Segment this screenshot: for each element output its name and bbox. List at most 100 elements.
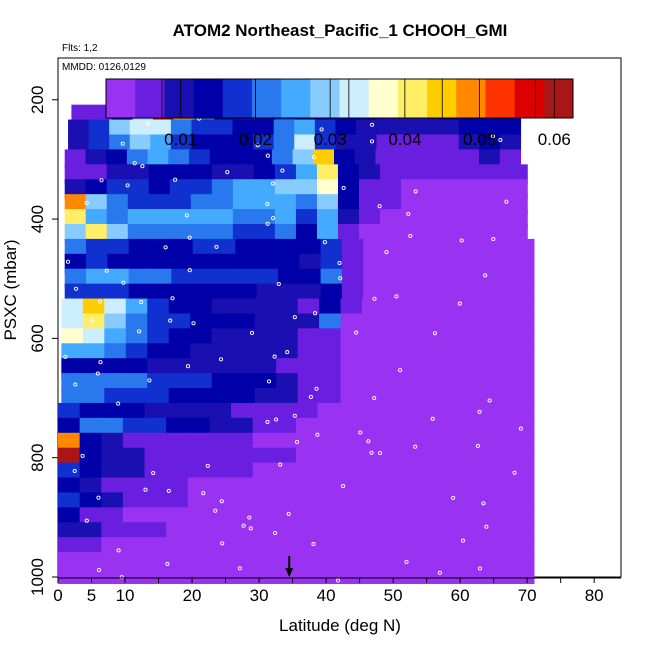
track-marker (72, 468, 77, 474)
y-axis: 200 400 600 800 1000 (28, 86, 58, 596)
curtain-cell (317, 564, 340, 585)
track-marker (184, 213, 189, 218)
colorbar: 0.01 0.02 0.03 0.04 0.05 0.06 (105, 78, 574, 149)
colorbar-swatch (281, 79, 311, 118)
colorbar-swatch (368, 79, 399, 118)
x-tick-label: 70 (518, 586, 537, 605)
track-marker (487, 398, 492, 403)
track-marker (504, 199, 509, 204)
track-marker (96, 495, 101, 500)
colorbar-swatch (222, 79, 253, 118)
track-marker (398, 368, 403, 373)
track-marker (491, 236, 496, 242)
curtain-cell (404, 564, 427, 585)
track-marker (265, 153, 270, 158)
track-marker (218, 357, 224, 362)
track-marker (377, 204, 382, 209)
track-marker (394, 294, 399, 299)
track-marker (65, 259, 71, 264)
colorbar-swatch (310, 79, 340, 118)
track-marker (145, 121, 150, 126)
track-marker (116, 401, 121, 406)
colorbar-swatch (339, 79, 370, 118)
x-tick-label: 20 (183, 586, 202, 605)
track-marker (265, 202, 270, 207)
curtain-cell (79, 564, 102, 585)
track-marker (143, 487, 148, 492)
colorbar-swatch (164, 79, 195, 118)
track-marker (220, 541, 225, 546)
track-marker (265, 221, 270, 226)
track-marker (369, 139, 375, 144)
track-marker (98, 360, 103, 365)
track-marker (187, 235, 192, 240)
plot-area (57, 57, 622, 585)
track-marker (96, 567, 102, 573)
track-marker (219, 499, 224, 504)
track-marker (459, 238, 464, 243)
track-marker (248, 526, 253, 531)
colorbar-swatch (251, 79, 282, 118)
track-marker (483, 273, 488, 278)
track-marker (404, 559, 409, 565)
colorbar-tick-label: 0.06 (538, 130, 571, 149)
track-marker (99, 178, 104, 183)
curtain-cell (512, 564, 535, 585)
x-tick-label: 5 (87, 586, 96, 605)
track-marker (137, 329, 142, 334)
track-marker (314, 386, 319, 391)
track-marker (292, 315, 297, 320)
curtain-cell (209, 564, 232, 585)
track-marker (498, 138, 503, 143)
track-marker (512, 470, 517, 475)
curtain-cell (144, 564, 167, 585)
track-marker (294, 439, 300, 445)
track-marker (173, 177, 178, 182)
track-marker (354, 330, 359, 335)
track-marker (369, 450, 374, 455)
track-marker (273, 530, 278, 536)
track-marker (366, 439, 371, 444)
track-marker (163, 245, 168, 250)
track-marker (313, 311, 318, 316)
track-marker (341, 484, 346, 489)
curtain-cell (101, 564, 124, 585)
track-marker (139, 300, 144, 305)
colorbar-swatch (135, 79, 165, 118)
track-marker (165, 561, 170, 566)
track-marker (74, 286, 79, 291)
curtain-cell (122, 564, 146, 585)
track-marker (408, 233, 413, 238)
curtain-cell (339, 564, 362, 585)
curtain-cell (274, 564, 297, 585)
track-marker (205, 463, 210, 468)
track-marker (89, 319, 94, 324)
track-marker (265, 419, 270, 424)
track-marker (437, 570, 442, 575)
curtain-cell (252, 564, 275, 585)
track-marker (358, 430, 363, 435)
track-marker (214, 244, 219, 249)
track-marker (84, 200, 89, 205)
x-tick-label: 80 (585, 586, 604, 605)
track-marker (481, 501, 486, 506)
track-marker (272, 354, 277, 359)
y-tick-label: 600 (28, 324, 47, 352)
curtain-cell (166, 564, 189, 585)
y-tick-label: 1000 (28, 558, 47, 596)
y-axis-label: PSXC (mbar) (1, 239, 20, 340)
track-marker (271, 216, 276, 221)
track-marker (237, 566, 242, 571)
track-marker (319, 127, 324, 132)
track-marker (477, 409, 482, 414)
track-marker (322, 240, 327, 245)
colorbar-tick-label: 0.05 (463, 130, 496, 149)
track-marker (63, 354, 68, 359)
track-marker (73, 382, 78, 387)
colorbar-swatch (543, 79, 574, 118)
track-marker (490, 134, 495, 139)
track-marker (311, 542, 316, 547)
curtain-cell (231, 564, 254, 585)
track-marker (84, 518, 89, 523)
